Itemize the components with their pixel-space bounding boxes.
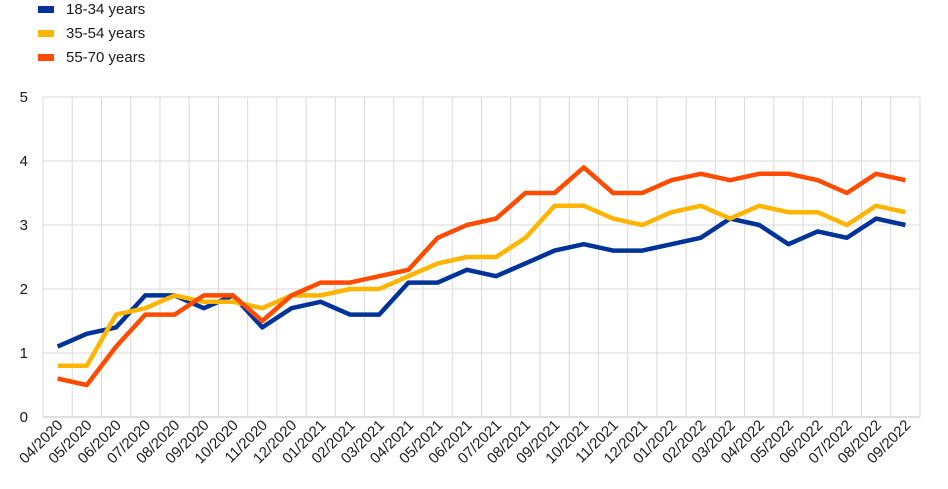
grid bbox=[42, 96, 921, 418]
legend-swatch-3 bbox=[38, 54, 54, 61]
y-tick-label: 3 bbox=[20, 217, 28, 234]
series-group bbox=[56, 165, 906, 388]
legend-label-2: 35-54 years bbox=[66, 25, 145, 42]
legend-label-1: 18-34 years bbox=[66, 1, 145, 18]
y-tick-label: 2 bbox=[20, 281, 28, 298]
legend-label-3: 55-70 years bbox=[66, 49, 145, 66]
y-tick-label: 4 bbox=[20, 153, 28, 170]
x-axis: 04/202005/202006/202007/202008/202009/20… bbox=[16, 417, 914, 467]
y-tick-label: 0 bbox=[20, 409, 28, 426]
legend: 18-34 years 35-54 years 55-70 years bbox=[38, 1, 145, 66]
legend-swatch-2 bbox=[38, 30, 54, 37]
y-tick-label: 1 bbox=[20, 345, 28, 362]
legend-swatch-1 bbox=[38, 6, 54, 13]
series-line-1 bbox=[56, 216, 906, 349]
y-tick-label: 5 bbox=[20, 89, 28, 106]
series-line-3 bbox=[57, 165, 906, 388]
y-axis: 0 1 2 3 4 5 bbox=[20, 89, 28, 426]
